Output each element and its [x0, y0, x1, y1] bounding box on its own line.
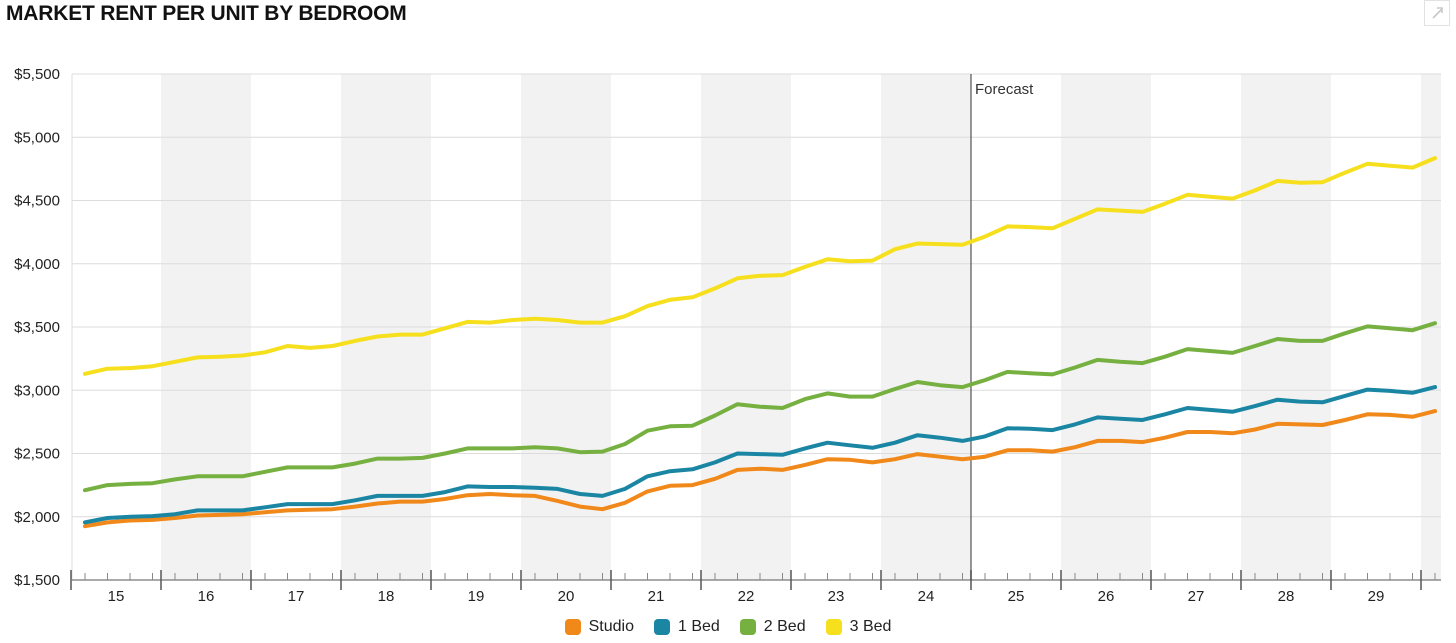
legend: Studio 1 Bed 2 Bed 3 Bed: [0, 618, 1456, 636]
legend-label: 2 Bed: [763, 618, 806, 635]
series-line-3-bed: [83, 156, 1437, 376]
legend-swatch: [564, 619, 581, 635]
line-chart: $1,500 $2,000 $2,500 $3,000 $3,500 $4,000 $4,5…: [14, 66, 1441, 605]
forecast-label: Forecast: [975, 81, 1034, 98]
series-line-1-bed: [83, 385, 1437, 525]
y-tick-label: $3,000: [14, 382, 60, 399]
y-tick-label: $2,500: [14, 446, 60, 463]
chart-title: MARKET RENT PER UNIT BY BEDROOM: [6, 2, 407, 25]
forecast-marker: Forecast: [970, 74, 1034, 580]
series-lines: [83, 156, 1437, 529]
legend-swatch: [825, 619, 842, 635]
x-tick-label: 15: [108, 588, 125, 605]
y-tick-label: $2,000: [14, 509, 60, 526]
x-axis: 15 16 17 18 19 20 21 22 23 24 25 26 27 28 29: [70, 570, 1441, 605]
gridlines: [71, 73, 1441, 581]
x-tick-label: 16: [198, 588, 215, 605]
x-tick-label: 20: [558, 588, 575, 605]
legend-label: 1 Bed: [677, 618, 720, 635]
legend-swatch: [739, 619, 756, 635]
legend-swatch: [653, 619, 670, 635]
series-line-studio: [83, 409, 1437, 529]
legend-item-3-bed[interactable]: 3 Bed: [825, 618, 892, 636]
series-line-2-bed: [83, 321, 1437, 493]
legend-item-2-bed[interactable]: 2 Bed: [739, 618, 806, 636]
x-tick-label: 23: [828, 588, 845, 605]
x-tick-label: 18: [378, 588, 395, 605]
x-tick-label: 26: [1098, 588, 1115, 605]
x-tick-label: 22: [738, 588, 755, 605]
expand-icon: [1432, 7, 1443, 19]
x-tick-label: 21: [648, 588, 665, 605]
legend-item-studio[interactable]: Studio: [564, 618, 634, 636]
legend-item-1-bed[interactable]: 1 Bed: [653, 618, 720, 636]
x-tick-label: 25: [1008, 588, 1025, 605]
y-tick-label: $4,500: [14, 193, 60, 210]
x-tick-label: 17: [288, 588, 305, 605]
y-tick-label: $4,000: [14, 256, 60, 273]
x-tick-label: 19: [468, 588, 485, 605]
y-axis: $1,500 $2,000 $2,500 $3,000 $3,500 $4,000 $4,5…: [14, 66, 60, 589]
y-tick-label: $1,500: [14, 572, 60, 589]
expand-button[interactable]: [1424, 0, 1450, 26]
y-tick-label: $5,500: [14, 66, 60, 83]
x-tick-label: 27: [1188, 588, 1205, 605]
x-tick-label: 29: [1368, 588, 1385, 605]
x-tick-label: 24: [918, 588, 935, 605]
legend-label: 3 Bed: [849, 618, 892, 635]
y-tick-label: $3,500: [14, 319, 60, 336]
x-tick-label: 28: [1278, 588, 1295, 605]
legend-label: Studio: [588, 618, 634, 635]
y-tick-label: $5,000: [14, 129, 60, 146]
